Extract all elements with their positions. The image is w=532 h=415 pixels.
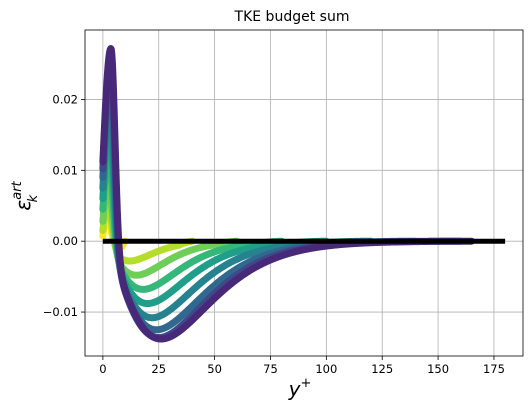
- y-axis-label: εartk: [10, 180, 41, 210]
- x-tick-label: 25: [151, 362, 166, 376]
- y-tick-label: −0.01: [43, 305, 78, 319]
- svg-text:εartk: εartk: [10, 180, 41, 210]
- y-tick-label: 0.00: [52, 234, 78, 248]
- y-tick-label: 0.02: [52, 92, 78, 106]
- axes-frame: [84, 29, 524, 357]
- x-axis-label: y+: [288, 376, 312, 401]
- x-axis-label-main: y: [288, 377, 302, 401]
- plot-frame: [84, 29, 524, 357]
- chart-title: TKE budget sum: [234, 9, 350, 25]
- ticks: 0 25 50 75 100 125 150 175 −0.01 0.00 0.01 0.02: [43, 92, 505, 376]
- y-tick-label: 0.01: [52, 163, 78, 177]
- x-tick-label: 150: [427, 362, 449, 376]
- x-tick-label: 0: [99, 362, 106, 376]
- x-tick-label: 75: [263, 362, 278, 376]
- x-tick-label: 175: [483, 362, 505, 376]
- series-group: [99, 45, 506, 343]
- y-axis-label-sup: art: [10, 180, 25, 199]
- x-axis-label-sup: +: [300, 376, 311, 391]
- y-axis-label-main: ε: [11, 200, 35, 211]
- x-tick-label: 100: [315, 362, 337, 376]
- x-tick-label: 125: [371, 362, 393, 376]
- x-tick-label: 50: [207, 362, 222, 376]
- y-axis-label-sub: k: [26, 194, 41, 202]
